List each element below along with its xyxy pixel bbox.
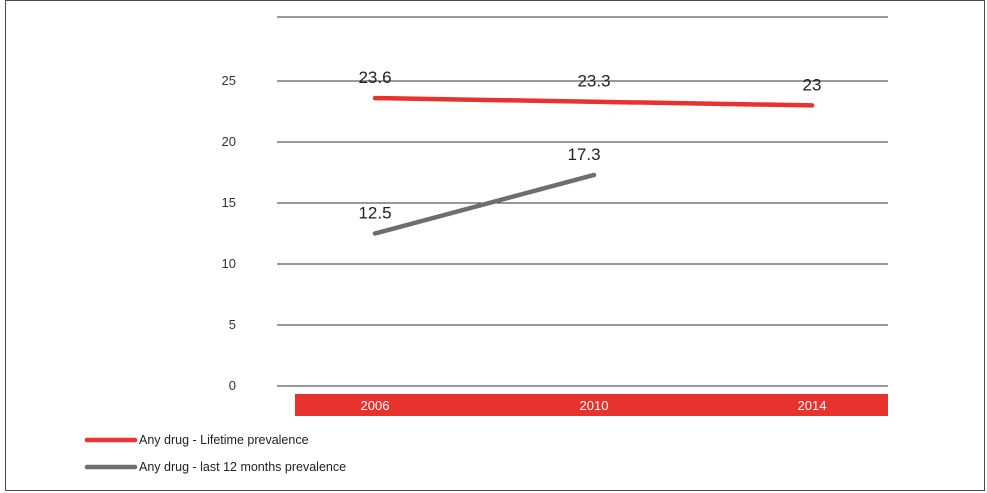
- y-tick-label: 15: [222, 195, 236, 210]
- y-tick-label: 20: [222, 134, 236, 149]
- data-label: 12.5: [358, 204, 391, 223]
- y-tick-label: 0: [229, 378, 236, 393]
- legend: Any drug - Lifetime prevalence Any drug -…: [84, 433, 346, 474]
- data-label: 23.3: [577, 72, 610, 91]
- series-line-0: [372, 95, 815, 108]
- data-labels: 23.6 23.3 23 12.5 17.3: [358, 68, 821, 222]
- legend-label: Any drug - Lifetime prevalence: [139, 433, 309, 447]
- y-tick-label: 10: [222, 256, 236, 271]
- x-tick-label: 2006: [361, 398, 390, 413]
- data-label: 23: [803, 75, 822, 94]
- category-band: 2006 2010 2014: [295, 394, 888, 416]
- data-label: 17.3: [567, 145, 600, 164]
- chart-frame: [5, 0, 985, 491]
- data-label: 23.6: [358, 68, 391, 87]
- y-axis-ticks: 0 5 10 15 20 25: [222, 73, 236, 393]
- x-tick-label: 2014: [798, 398, 827, 413]
- legend-label: Any drug - last 12 months prevalence: [139, 460, 346, 474]
- gridlines: [277, 16, 888, 387]
- y-tick-label: 5: [229, 317, 236, 332]
- x-tick-label: 2010: [580, 398, 609, 413]
- y-tick-label: 25: [222, 73, 236, 88]
- series-lines: [372, 95, 815, 236]
- series-line-1: [372, 172, 597, 236]
- category-band-bar: [295, 394, 888, 416]
